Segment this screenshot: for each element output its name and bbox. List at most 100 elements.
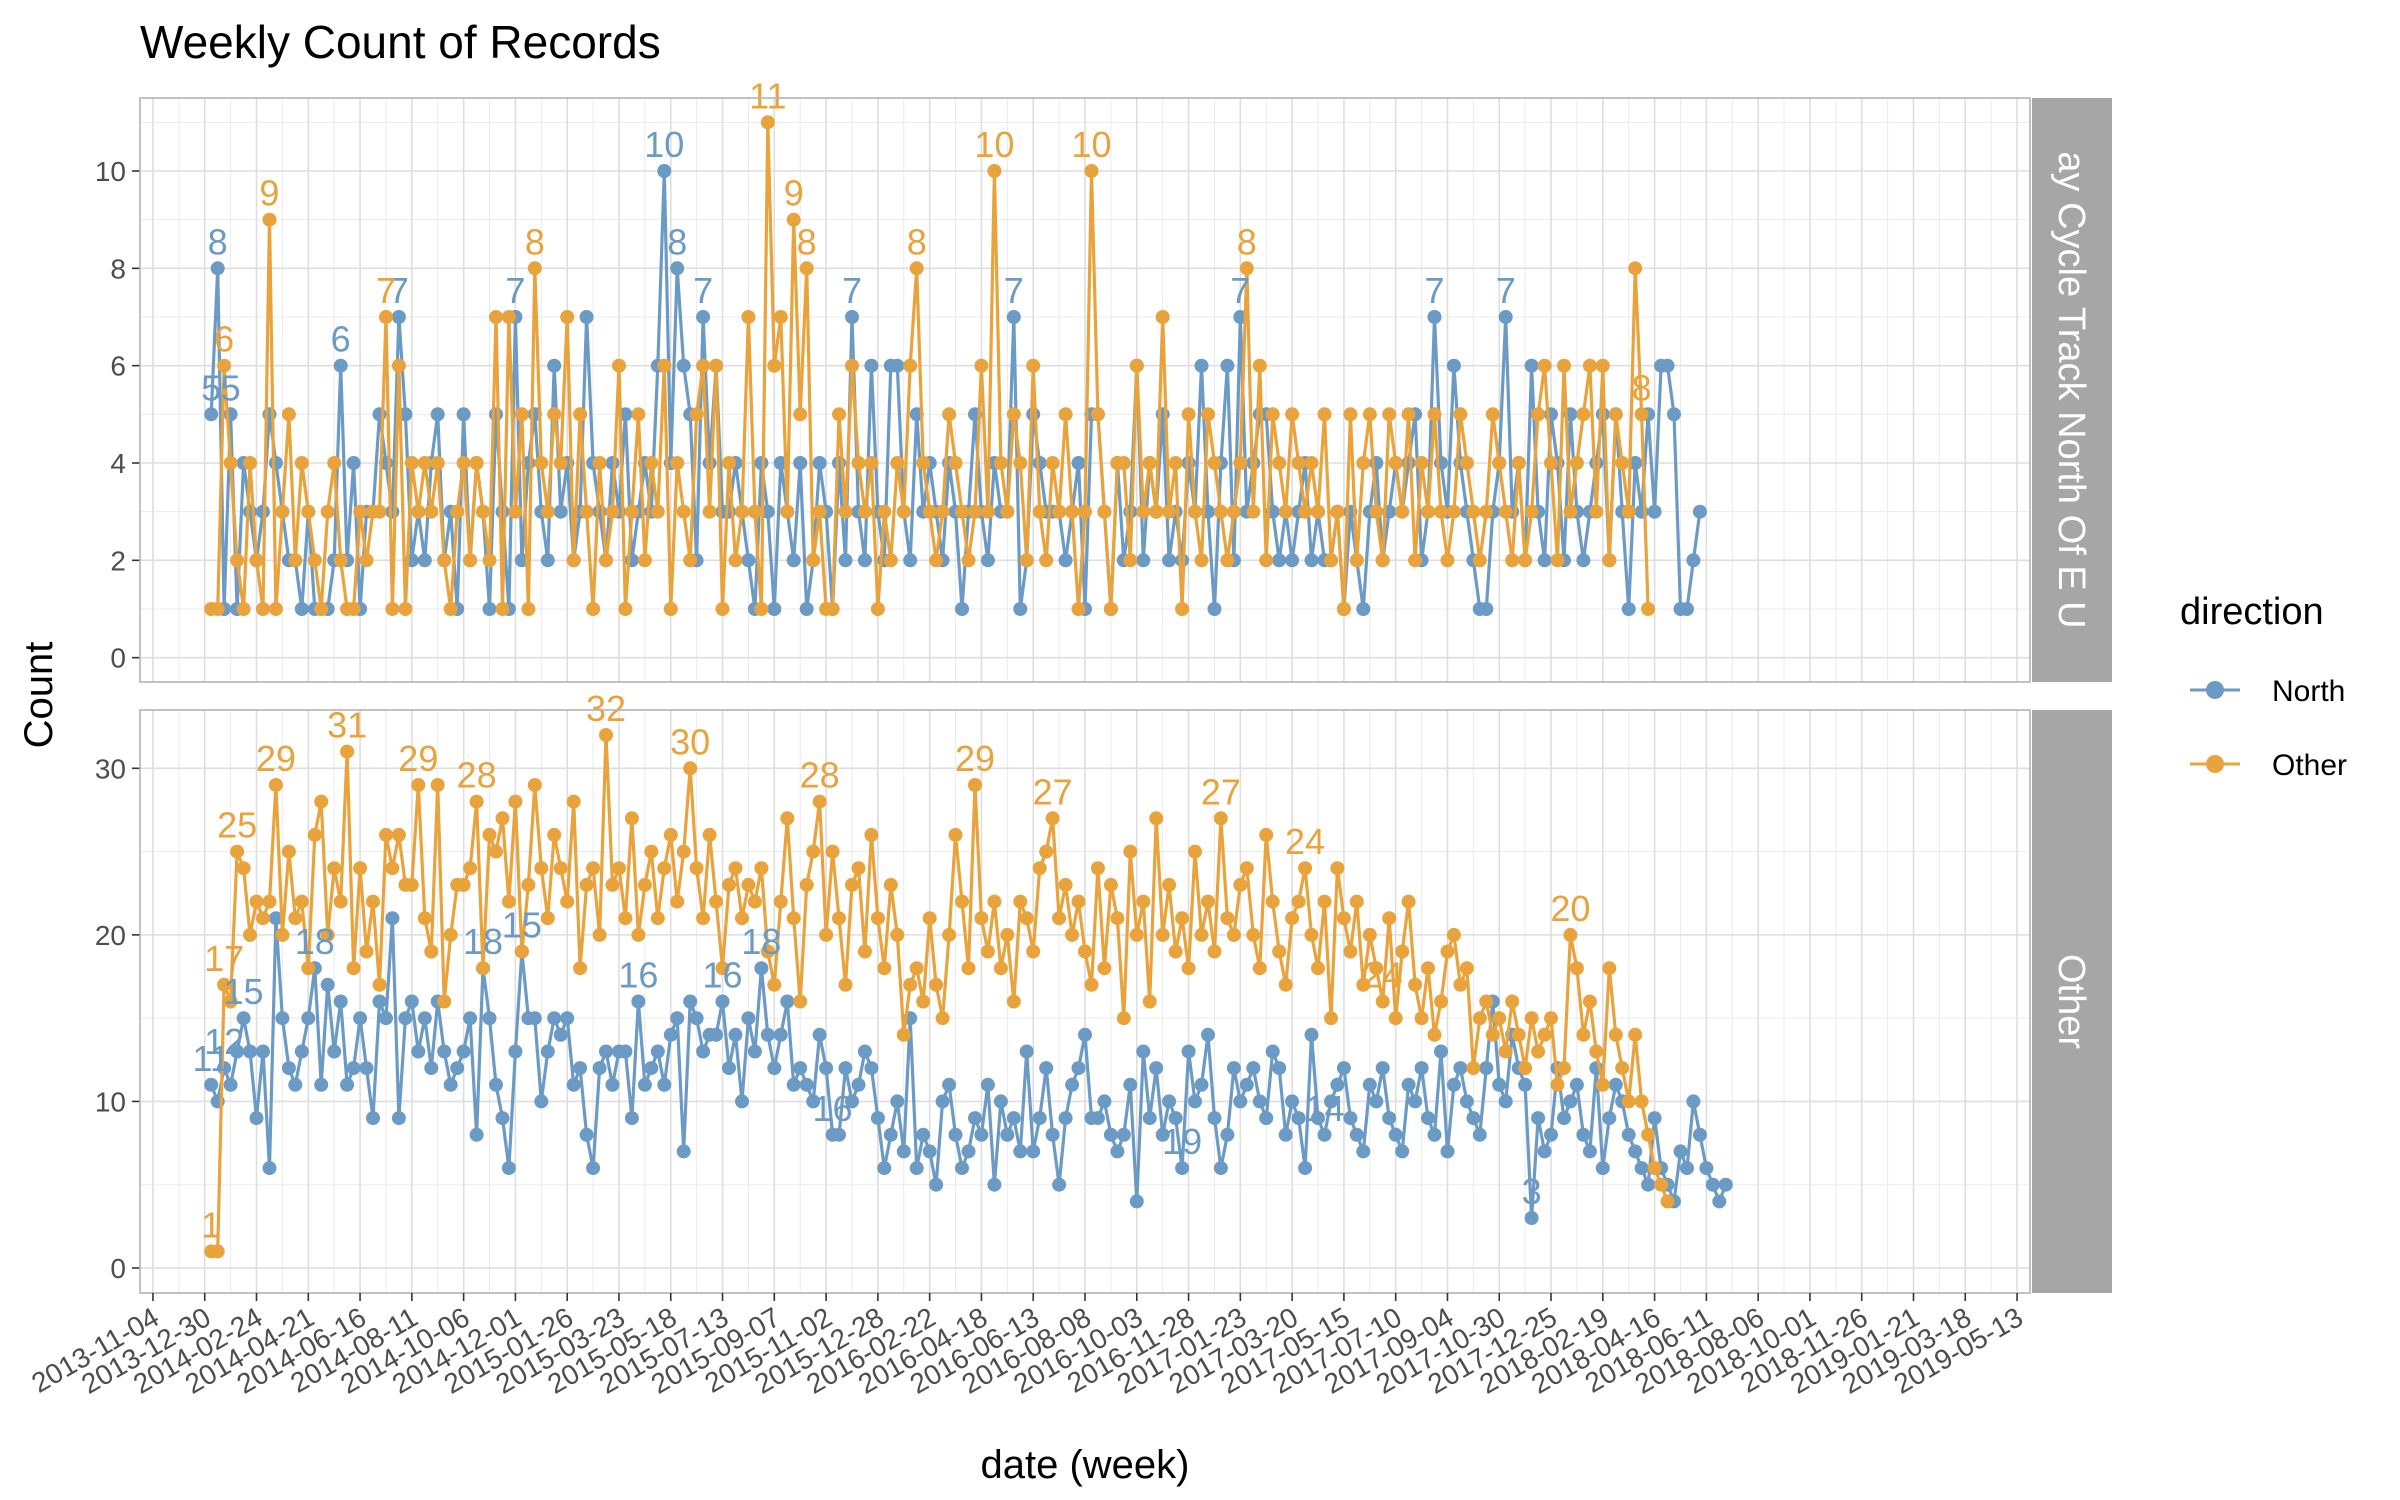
data-point-north [1136, 1044, 1151, 1059]
data-point-other [1259, 553, 1274, 568]
data-point-north [437, 1044, 452, 1059]
data-point-other [1576, 407, 1591, 422]
data-point-other [579, 877, 594, 892]
data-point-other [553, 861, 568, 876]
data-point-other [1058, 877, 1073, 892]
data-point-north [1641, 1177, 1656, 1192]
data-point-other [1324, 1011, 1338, 1026]
data-point-other [514, 944, 529, 959]
data-point-other [1278, 504, 1293, 519]
data-point-other [968, 504, 982, 519]
data-point-other [1084, 164, 1099, 178]
data-point-other [1511, 456, 1526, 470]
data-point-other [1356, 456, 1371, 470]
data-point-other [722, 877, 736, 892]
data-point-other [1576, 1027, 1591, 1042]
data-point-north [806, 1094, 821, 1109]
data-point-north [1045, 1127, 1060, 1142]
data-point-other [1155, 310, 1170, 324]
data-point-other [1375, 553, 1390, 568]
data-point-north [1362, 1077, 1377, 1092]
data-point-other [1511, 1027, 1526, 1042]
data-point-other [1421, 504, 1435, 519]
data-point-north [1557, 1111, 1571, 1126]
data-point-other [411, 778, 426, 792]
data-label-north: 7 [1230, 270, 1250, 311]
data-point-north [443, 1077, 458, 1092]
data-point-north [1246, 1061, 1261, 1076]
data-point-other [1039, 553, 1054, 568]
data-point-north [1058, 1111, 1073, 1126]
data-point-other [398, 602, 413, 616]
data-label-other: 8 [1237, 221, 1257, 262]
data-point-north [527, 1011, 542, 1026]
data-point-other [1019, 553, 1034, 568]
data-point-other [1265, 407, 1280, 422]
data-point-other [663, 827, 678, 842]
data-point-north [631, 994, 646, 1009]
data-point-other [340, 744, 355, 759]
data-point-north [605, 1077, 620, 1092]
data-point-other [1071, 602, 1086, 616]
data-point-north [909, 1161, 924, 1176]
data-point-other [1544, 1011, 1558, 1026]
data-point-other [281, 844, 296, 859]
data-point-other [1207, 944, 1222, 959]
data-point-other [1369, 961, 1384, 976]
data-point-other [980, 504, 995, 519]
data-point-other [903, 358, 918, 373]
data-point-north [857, 1044, 872, 1059]
data-label-other: 17 [204, 938, 244, 979]
data-point-other [1116, 1011, 1131, 1026]
data-point-other [870, 911, 885, 926]
data-point-other [262, 212, 277, 227]
data-point-north [463, 1011, 478, 1026]
data-point-other [929, 553, 944, 568]
data-point-other [411, 504, 426, 519]
data-point-north [1446, 358, 1461, 373]
data-point-other [527, 778, 542, 792]
data-point-north [1524, 1211, 1539, 1225]
data-label-north: 8 [208, 221, 228, 262]
data-point-north [1356, 602, 1371, 616]
data-point-other [1518, 1061, 1533, 1076]
data-point-north [819, 1061, 834, 1076]
data-point-north [327, 1044, 342, 1059]
data-point-other [236, 861, 251, 876]
data-point-other [702, 827, 717, 842]
data-point-north [1673, 1144, 1688, 1159]
data-point-other [1615, 1061, 1630, 1076]
data-point-other [256, 911, 270, 926]
data-point-other [379, 310, 393, 324]
data-point-other [1136, 894, 1151, 909]
data-point-north [838, 553, 853, 568]
data-point-north [845, 1094, 859, 1109]
data-point-other [1123, 553, 1138, 568]
data-point-north [547, 1011, 562, 1026]
data-point-other [417, 911, 432, 926]
data-point-north [1298, 1161, 1313, 1176]
data-point-other [1557, 358, 1571, 373]
data-point-other [845, 877, 859, 892]
data-point-north [1220, 358, 1235, 373]
data-point-other [968, 778, 982, 792]
data-point-north [1168, 1111, 1183, 1126]
data-point-north [456, 407, 471, 422]
data-point-other [1505, 994, 1520, 1009]
data-point-other [624, 811, 639, 826]
data-point-other [243, 456, 257, 470]
data-point-other [404, 877, 419, 892]
data-label-north: 7 [389, 270, 409, 311]
data-point-north [1078, 1027, 1092, 1042]
data-point-other [793, 994, 808, 1009]
data-point-other [1479, 994, 1494, 1009]
data-label-other: 6 [214, 319, 234, 360]
data-point-other [767, 358, 782, 373]
data-point-other [676, 844, 691, 859]
data-point-other [1220, 553, 1235, 568]
data-point-north [586, 1161, 601, 1176]
data-point-north [786, 553, 801, 568]
data-point-other [1065, 927, 1080, 942]
